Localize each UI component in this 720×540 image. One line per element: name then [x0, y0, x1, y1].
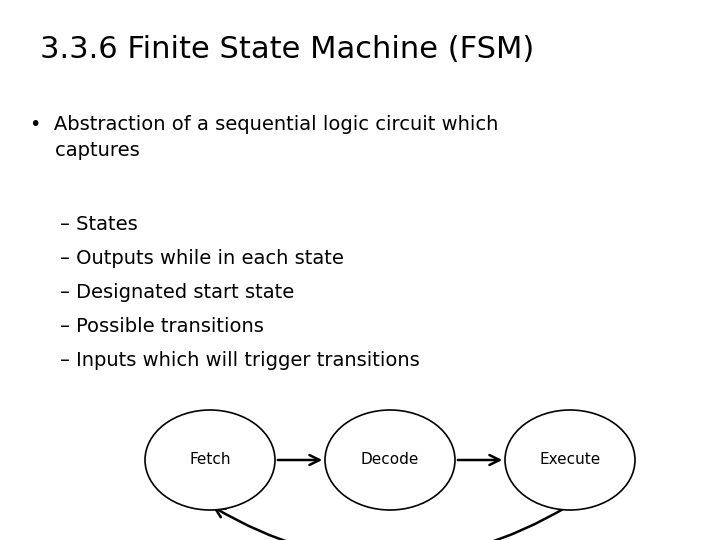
Text: Fetch: Fetch: [189, 453, 230, 468]
Text: – States: – States: [60, 215, 138, 234]
Ellipse shape: [505, 410, 635, 510]
Text: – Designated start state: – Designated start state: [60, 283, 294, 302]
Text: •  Abstraction of a sequential logic circuit which: • Abstraction of a sequential logic circ…: [30, 115, 498, 134]
FancyArrowPatch shape: [215, 507, 567, 540]
Text: Decode: Decode: [361, 453, 419, 468]
Ellipse shape: [325, 410, 455, 510]
Text: – Inputs which will trigger transitions: – Inputs which will trigger transitions: [60, 351, 420, 370]
Text: 3.3.6 Finite State Machine (FSM): 3.3.6 Finite State Machine (FSM): [40, 35, 534, 64]
Text: captures: captures: [30, 141, 140, 160]
Ellipse shape: [145, 410, 275, 510]
Text: Execute: Execute: [539, 453, 600, 468]
Text: – Possible transitions: – Possible transitions: [60, 317, 264, 336]
Text: – Outputs while in each state: – Outputs while in each state: [60, 249, 344, 268]
